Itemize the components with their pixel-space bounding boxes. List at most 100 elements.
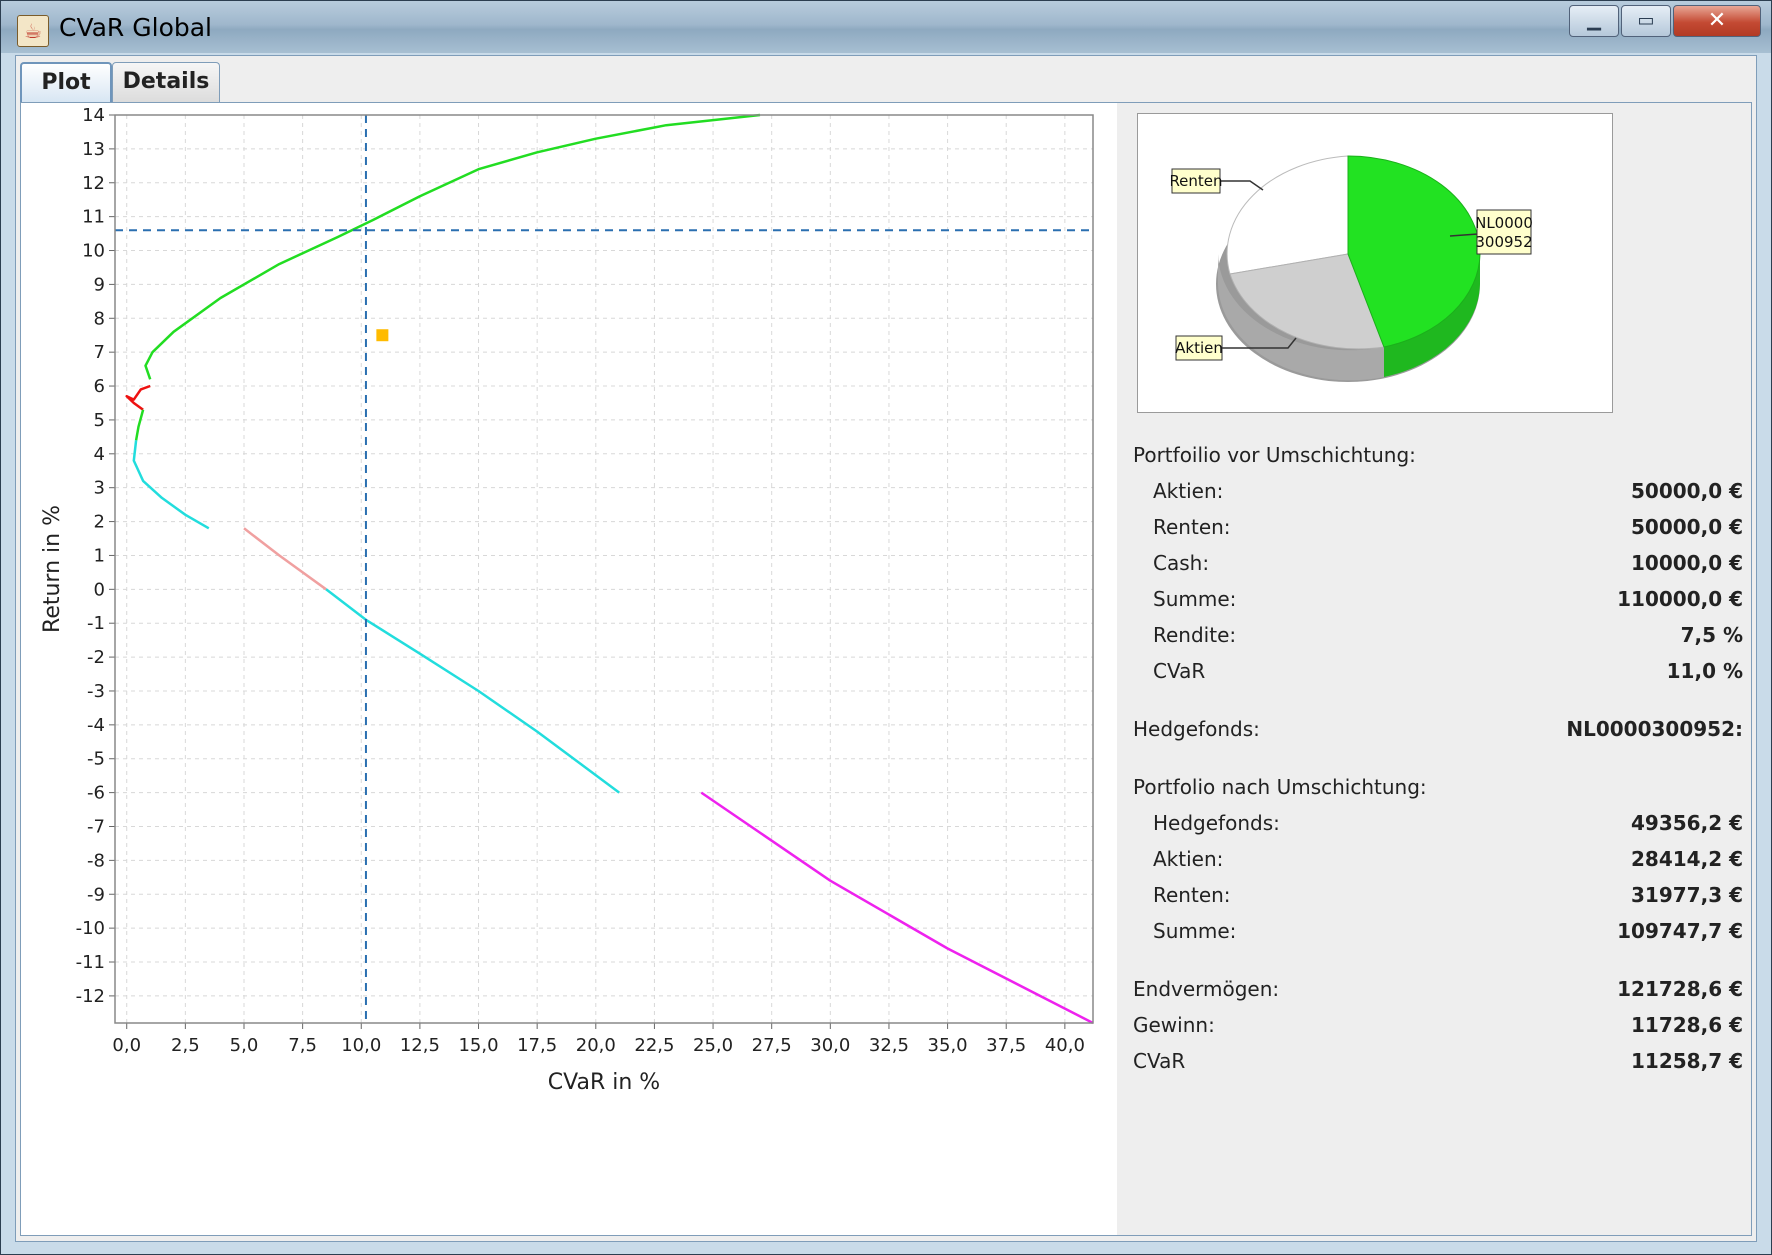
window-title: CVaR Global — [59, 13, 213, 42]
after-summe-label: Summe: — [1153, 919, 1237, 943]
y-axis-ticks: 14131211109876543210-1-2-3-4-5-6-7-8-9-1… — [76, 105, 115, 1007]
series-line-3 — [132, 440, 210, 530]
tab-details[interactable]: Details — [112, 62, 220, 102]
after-renten-value: 31977,3 € — [1631, 883, 1743, 907]
x-tick-label: 32,5 — [869, 1035, 909, 1056]
y-tick-label: 6 — [94, 376, 105, 397]
y-tick-label: 12 — [82, 173, 105, 194]
before-cash-label: Cash: — [1153, 551, 1210, 575]
y-tick-label: -1 — [87, 613, 105, 634]
x-tick-label: 10,0 — [341, 1035, 381, 1056]
x-tick-label: 27,5 — [752, 1035, 792, 1056]
close-button[interactable]: ✕ — [1673, 5, 1761, 37]
x-tick-label: 20,0 — [576, 1035, 616, 1056]
y-tick-label: -6 — [87, 783, 105, 804]
pie-label-box-nl — [1476, 209, 1532, 255]
y-tick-label: -8 — [87, 850, 105, 871]
y-tick-label: 9 — [94, 274, 105, 295]
after-aktien-label: Aktien: — [1153, 847, 1224, 871]
series-line-5 — [325, 588, 620, 794]
pie-label-renten: Renten — [1169, 172, 1222, 190]
x-tick-label: 35,0 — [928, 1035, 968, 1056]
x-tick-label: 7,5 — [288, 1035, 317, 1056]
leader-renten — [1218, 180, 1264, 191]
leader-aktien — [1222, 337, 1297, 349]
portfolio-marker — [376, 329, 389, 342]
pie-slice-renten — [1226, 155, 1349, 275]
y-tick-label: -4 — [87, 715, 105, 736]
pie-svg: Renten Aktien NL0000 300952 — [1169, 155, 1533, 382]
title-bar[interactable]: ☕ CVaR Global ▁ ▭ ✕ — [1, 1, 1771, 53]
before-renten-label: Renten: — [1153, 515, 1231, 539]
x-tick-label: 40,0 — [1045, 1035, 1085, 1056]
pie-label-nl-line2: 300952 — [1475, 233, 1532, 251]
gewinn-value: 11728,6 € — [1631, 1013, 1743, 1037]
chart-series — [125, 113, 1094, 1025]
series-line-4 — [243, 527, 327, 591]
tab-plot[interactable]: Plot — [20, 62, 112, 102]
side-panel: Renten Aktien NL0000 300952 Portfoilio v… — [1117, 103, 1751, 1235]
before-rendite-label: Rendite: — [1153, 623, 1237, 647]
before-summe-label: Summe: — [1153, 587, 1237, 611]
y-tick-label: 8 — [94, 308, 105, 329]
maximize-button[interactable]: ▭ — [1621, 5, 1671, 37]
leader-nl — [1449, 233, 1479, 237]
after-hedge-label: Hedgefonds: — [1153, 811, 1280, 835]
y-tick-label: 3 — [94, 478, 105, 499]
x-axis-label: CVaR in % — [548, 1070, 660, 1095]
x-axis-ticks: 0,0 2,5 5,0 7,5 10,0 12,5 15,0 17,5 20,0 22,5 25,0… — [112, 1023, 1085, 1056]
x-tick-label: 25,0 — [693, 1035, 733, 1056]
plot-frame — [114, 114, 1094, 1024]
x-tick-label: 5,0 — [230, 1035, 259, 1056]
series-line-6 — [700, 791, 1094, 1025]
y-axis-label: Return in % — [40, 505, 65, 633]
y-tick-label: -11 — [76, 952, 105, 973]
pie-side-green — [1384, 254, 1480, 377]
crosshair — [115, 115, 1093, 1023]
endvermoegen-label: Endvermögen: — [1133, 977, 1280, 1001]
after-header: Portfolio nach Umschichtung: — [1133, 775, 1427, 799]
y-tick-label: -3 — [87, 681, 105, 702]
x-tick-label: 17,5 — [517, 1035, 557, 1056]
y-tick-label: 13 — [82, 139, 105, 160]
before-aktien-label: Aktien: — [1153, 479, 1224, 503]
chart-svg: 0,0 2,5 5,0 7,5 10,0 12,5 15,0 17,5 20,0 22,5 25,0… — [40, 105, 1094, 1095]
y-tick-label: -10 — [76, 918, 105, 939]
x-tick-label: 2,5 — [171, 1035, 200, 1056]
before-cash-value: 10000,0 € — [1631, 551, 1743, 575]
after-summe-value: 109747,7 € — [1617, 919, 1743, 943]
x-tick-label: 15,0 — [458, 1035, 498, 1056]
before-summe-value: 110000,0 € — [1617, 587, 1743, 611]
y-tick-label: 14 — [82, 105, 105, 126]
y-tick-label: 2 — [94, 512, 105, 533]
series-line-1 — [125, 384, 151, 411]
series-line-2 — [134, 409, 145, 441]
y-tick-label: 10 — [82, 241, 105, 262]
after-aktien-value: 28414,2 € — [1631, 847, 1743, 871]
pie-label-aktien: Aktien — [1175, 339, 1223, 357]
minimize-button[interactable]: ▁ — [1569, 5, 1619, 37]
hedge-value: NL0000300952: — [1566, 717, 1743, 741]
pie-label-box-renten — [1171, 168, 1221, 194]
before-rendite-value: 7,5 % — [1680, 623, 1743, 647]
before-renten-value: 50000,0 € — [1631, 515, 1743, 539]
y-tick-label: 5 — [94, 410, 105, 431]
y-tick-label: -2 — [87, 647, 105, 668]
before-cvar-label: CVaR — [1153, 659, 1206, 683]
client-area: Plot Details 0,0 2,5 5,0 7,5 10,0 12,5 15,0 17,… — [15, 55, 1757, 1242]
x-tick-label: 30,0 — [810, 1035, 850, 1056]
before-header: Portfoilio vor Umschichtung: — [1133, 443, 1416, 467]
y-tick-label: -12 — [76, 986, 105, 1007]
before-aktien-value: 50000,0 € — [1631, 479, 1743, 503]
pie-slice-aktien — [1229, 253, 1385, 350]
x-tick-label: 12,5 — [400, 1035, 440, 1056]
endvermoegen-value: 121728,6 € — [1617, 977, 1743, 1001]
gewinn-label: Gewinn: — [1133, 1013, 1215, 1037]
after-hedge-value: 49356,2 € — [1631, 811, 1743, 835]
before-cvar-value: 11,0 % — [1666, 659, 1743, 683]
pie-label-box-aktien — [1175, 335, 1223, 361]
hedge-label: Hedgefonds: — [1133, 717, 1260, 741]
minimize-icon: ▁ — [1587, 10, 1601, 31]
x-tick-label: 22,5 — [634, 1035, 674, 1056]
